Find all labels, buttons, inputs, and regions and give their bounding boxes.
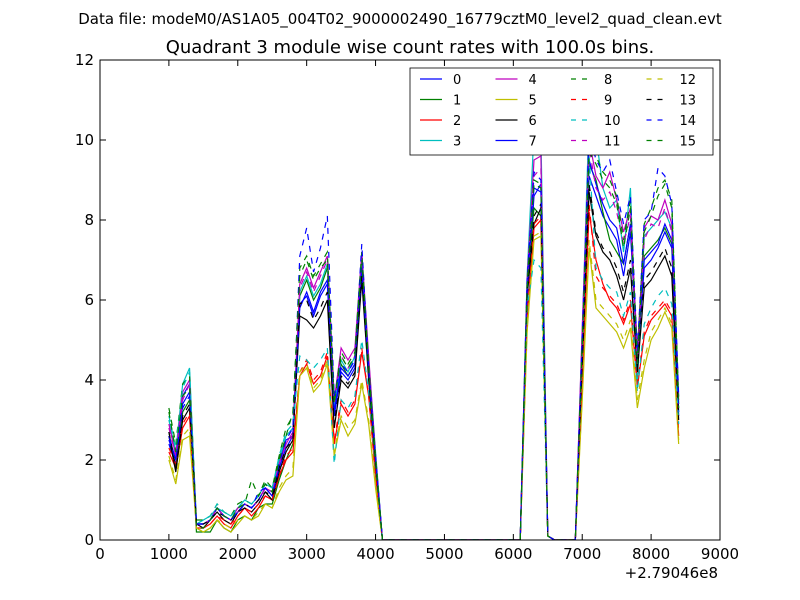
- series-line-14: [168, 131, 680, 540]
- x-tick-label: 6000: [494, 545, 532, 563]
- series-line-6: [168, 191, 680, 540]
- chart-title: Quadrant 3 module wise count rates with …: [166, 37, 655, 58]
- x-tick-label: 4000: [356, 545, 394, 563]
- y-tick-label: 6: [84, 291, 94, 309]
- legend-label-10: 10: [604, 114, 621, 129]
- legend-label-2: 2: [453, 114, 461, 129]
- x-tick-label: 9000: [701, 545, 739, 563]
- x-tick-label: 1000: [150, 545, 188, 563]
- legend-frame: [409, 67, 714, 156]
- y-tick-label: 4: [84, 371, 94, 389]
- series-line-5: [168, 234, 680, 540]
- x-tick-label: 7000: [563, 545, 601, 563]
- legend-label-1: 1: [453, 94, 461, 109]
- legend-label-6: 6: [529, 114, 537, 129]
- series-line-12: [168, 230, 680, 540]
- y-tick-label: 2: [84, 451, 94, 469]
- figure-suptitle: Data file: modeM0/AS1A05_004T02_90000024…: [78, 10, 722, 29]
- series-line-9: [168, 203, 680, 540]
- legend-label-7: 7: [529, 135, 537, 150]
- legend-label-9: 9: [604, 94, 612, 109]
- legend-label-14: 14: [680, 114, 697, 129]
- series-lines: [168, 115, 680, 540]
- series-line-15: [168, 149, 680, 540]
- legend-label-15: 15: [680, 135, 697, 150]
- y-tick-label: 8: [84, 211, 94, 229]
- legend-label-11: 11: [604, 135, 621, 150]
- y-tick-label: 0: [84, 531, 94, 549]
- x-tick-label: 3000: [288, 545, 326, 563]
- y-tick-label: 10: [75, 131, 94, 149]
- legend-label-3: 3: [453, 135, 461, 150]
- legend-label-0: 0: [453, 73, 461, 88]
- plot-area: 0 1000 2000 3000 4000 5000 6000 7000 8000 9000 0 2 4…: [75, 51, 739, 563]
- series-line-10: [168, 155, 680, 540]
- legend-label-13: 13: [680, 94, 697, 109]
- legend-label-5: 5: [529, 94, 537, 109]
- x-tick-label: 2000: [219, 545, 257, 563]
- x-tick-label: 0: [95, 545, 105, 563]
- y-tick-label: 12: [75, 51, 94, 69]
- x-offset-label: +2.79046e8: [625, 564, 718, 582]
- x-tick-label: 5000: [425, 545, 463, 563]
- legend-label-8: 8: [604, 73, 612, 88]
- legend-label-4: 4: [529, 73, 537, 88]
- legend-label-12: 12: [680, 73, 697, 88]
- x-tick-label: 8000: [632, 545, 670, 563]
